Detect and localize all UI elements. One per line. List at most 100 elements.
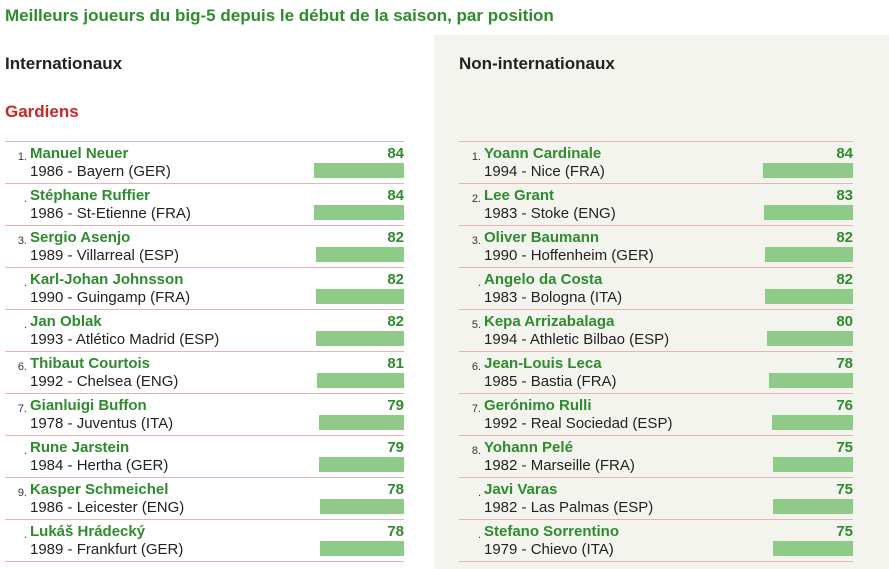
score-bar	[771, 415, 853, 430]
player-name: Jean-Louis Leca	[484, 355, 602, 372]
internationals-row: 7. Gianluigi Buffon 1978 - Juventus (ITA) 7…	[5, 394, 404, 436]
player-name: Jan Oblak	[30, 313, 102, 330]
score-label: 81	[387, 355, 404, 372]
player-name: Karl-Johan Johnsson	[30, 271, 184, 288]
rank-label: 6.	[17, 361, 27, 373]
rank-label: 7.	[471, 403, 481, 415]
score-bar	[320, 499, 404, 514]
score-bar	[772, 541, 853, 556]
non-internationals-row: . Angelo da Costa 1983 - Bologna (ITA) 82	[459, 268, 853, 310]
score-label: 83	[836, 187, 853, 204]
rank-label: 9.	[17, 487, 27, 499]
player-name: Manuel Neuer	[30, 145, 129, 162]
player-info: 1986 - Leicester (ENG)	[30, 499, 185, 516]
rank-label: 1.	[471, 151, 481, 163]
player-name: Lee Grant	[484, 187, 555, 204]
score-bar	[763, 163, 853, 178]
non-internationals-ranking: 1. Yoann Cardinale 1994 - Nice (FRA) 84 2. Le…	[459, 141, 853, 562]
internationals-ranking: 1. Manuel Neuer 1986 - Bayern (GER) 84. Stép…	[5, 141, 404, 562]
score-label: 82	[836, 271, 853, 288]
score-label: 76	[836, 397, 853, 414]
player-name: Rune Jarstein	[30, 439, 130, 456]
player-name: Stefano Sorrentino	[484, 523, 620, 540]
score-bar	[316, 289, 404, 304]
rank-label: 7.	[17, 403, 27, 415]
non-internationals-row: 5. Kepa Arrizabalaga 1994 - Athletic Bilba…	[459, 310, 853, 352]
player-name: Sergio Asenjo	[30, 229, 131, 246]
score-label: 84	[387, 145, 404, 162]
score-label: 78	[387, 523, 404, 540]
score-label: 79	[387, 439, 404, 456]
rank-label: 3.	[471, 235, 481, 247]
score-bar	[316, 247, 404, 262]
score-label: 82	[387, 313, 404, 330]
score-label: 75	[836, 439, 853, 456]
player-name: Yohann Pelé	[484, 439, 573, 456]
player-name: Kepa Arrizabalaga	[484, 313, 615, 330]
player-name: Angelo da Costa	[484, 271, 603, 288]
score-bar	[320, 541, 404, 556]
internationals-row: 9. Kasper Schmeichel 1986 - Leicester (ENG…	[5, 478, 404, 520]
non-internationals-row: 8. Yohann Pelé 1982 - Marseille (FRA) 75	[459, 436, 853, 478]
non-internationals-row: 1. Yoann Cardinale 1994 - Nice (FRA) 84	[459, 142, 853, 184]
score-bar	[316, 331, 404, 346]
player-info: 1983 - Stoke (ENG)	[484, 205, 616, 222]
rank-label: 2.	[471, 193, 481, 205]
non-internationals-row: 2. Lee Grant 1983 - Stoke (ENG) 83	[459, 184, 853, 226]
internationals-row: . Rune Jarstein 1984 - Hertha (GER) 79	[5, 436, 404, 478]
player-name: Lukáš Hrádecký	[30, 523, 146, 540]
player-info: 1983 - Bologna (ITA)	[484, 289, 623, 306]
rank-label: 5.	[471, 319, 481, 331]
score-bar	[314, 163, 404, 178]
score-bar	[765, 247, 853, 262]
player-info: 1978 - Juventus (ITA)	[30, 415, 174, 432]
non-internationals-row: . Javi Varas 1982 - Las Palmas (ESP) 75	[459, 478, 853, 520]
chart-title: Meilleurs joueurs du big-5 depuis le déb…	[5, 6, 554, 25]
player-info: 1990 - Guingamp (FRA)	[30, 289, 191, 306]
player-name: Oliver Baumann	[484, 229, 600, 246]
player-info: 1982 - Marseille (FRA)	[484, 457, 635, 474]
player-info: 1993 - Atlético Madrid (ESP)	[30, 331, 220, 348]
internationals-row: . Stéphane Ruffier 1986 - St-Etienne (FRA)…	[5, 184, 404, 226]
player-info: 1989 - Villarreal (ESP)	[30, 247, 179, 264]
non-internationals-row: 6. Jean-Louis Leca 1985 - Bastia (FRA) 78	[459, 352, 853, 394]
internationals-row: 6. Thibaut Courtois 1992 - Chelsea (ENG) 81	[5, 352, 404, 394]
player-info: 1984 - Hertha (GER)	[30, 457, 169, 474]
player-name: Javi Varas	[484, 481, 558, 498]
player-info: 1992 - Chelsea (ENG)	[30, 373, 179, 390]
score-bar	[764, 205, 853, 220]
score-bar	[765, 289, 853, 304]
score-bar	[769, 373, 853, 388]
player-name: Gerónimo Rulli	[484, 397, 592, 414]
rank-label: .	[477, 277, 481, 289]
rank-label: 6.	[471, 361, 481, 373]
rank-label: 3.	[17, 235, 27, 247]
score-bar	[767, 331, 853, 346]
non-internationals-row: . Stefano Sorrentino 1979 - Chievo (ITA) 75	[459, 520, 853, 562]
rank-label: .	[477, 487, 481, 499]
internationals-row: . Lukáš Hrádecký 1989 - Frankfurt (GER) 78	[5, 520, 404, 562]
non-internationals-column: Non-internationaux	[459, 52, 858, 76]
player-info: 1982 - Las Palmas (ESP)	[484, 499, 654, 516]
score-label: 75	[836, 481, 853, 498]
rank-label: .	[23, 319, 27, 331]
internationals-column: Internationaux	[5, 52, 404, 76]
rank-label: .	[23, 193, 27, 205]
player-info: 1979 - Chievo (ITA)	[484, 541, 614, 558]
player-info: 1994 - Athletic Bilbao (ESP)	[484, 331, 670, 348]
player-info: 1986 - St-Etienne (FRA)	[30, 205, 191, 222]
score-label: 82	[836, 229, 853, 246]
player-info: 1989 - Frankfurt (GER)	[30, 541, 184, 558]
rank-label: .	[23, 277, 27, 289]
rank-label: .	[477, 529, 481, 541]
score-label: 82	[387, 229, 404, 246]
internationals-row: . Jan Oblak 1993 - Atlético Madrid (ESP) 82	[5, 310, 404, 352]
rank-label: 1.	[17, 151, 27, 163]
player-name: Stéphane Ruffier	[30, 187, 151, 204]
player-name: Gianluigi Buffon	[30, 397, 147, 414]
rank-label: 8.	[471, 445, 481, 457]
score-label: 84	[387, 187, 404, 204]
score-label: 78	[836, 355, 853, 372]
score-bar	[772, 499, 853, 514]
player-name: Yoann Cardinale	[484, 145, 602, 162]
